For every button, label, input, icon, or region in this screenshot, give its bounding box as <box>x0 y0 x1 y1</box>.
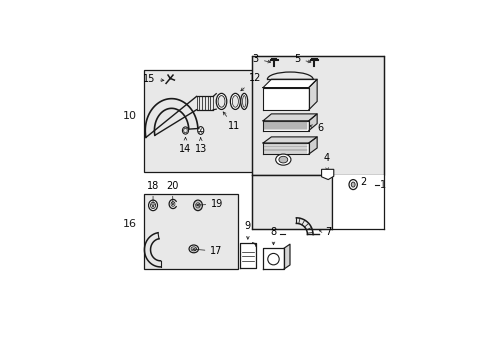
Ellipse shape <box>240 93 247 109</box>
Text: 16: 16 <box>122 219 137 229</box>
Ellipse shape <box>193 200 202 211</box>
Ellipse shape <box>232 96 238 107</box>
Text: 10: 10 <box>122 111 137 121</box>
Polygon shape <box>263 121 308 131</box>
Polygon shape <box>308 114 317 131</box>
Text: 1: 1 <box>379 180 385 190</box>
Text: 5: 5 <box>294 54 310 64</box>
Text: 4: 4 <box>323 153 329 171</box>
Ellipse shape <box>278 156 287 163</box>
Ellipse shape <box>218 96 224 107</box>
Ellipse shape <box>242 96 245 107</box>
Text: 9: 9 <box>244 221 250 239</box>
Polygon shape <box>263 79 317 87</box>
Text: 19: 19 <box>196 199 223 209</box>
Ellipse shape <box>148 200 157 211</box>
Bar <box>251 56 383 175</box>
Ellipse shape <box>275 154 290 165</box>
Text: 18: 18 <box>146 181 159 207</box>
Polygon shape <box>263 87 308 110</box>
Ellipse shape <box>230 93 240 109</box>
Polygon shape <box>263 137 317 143</box>
Text: 12: 12 <box>241 73 261 91</box>
Polygon shape <box>263 143 308 154</box>
Text: 6: 6 <box>309 123 323 133</box>
Ellipse shape <box>183 128 187 133</box>
Polygon shape <box>308 79 317 110</box>
Text: 15: 15 <box>142 74 163 84</box>
Text: 7: 7 <box>319 227 331 237</box>
Text: 17: 17 <box>192 246 223 256</box>
Bar <box>143 69 261 172</box>
Ellipse shape <box>189 245 198 253</box>
Polygon shape <box>263 248 284 269</box>
Ellipse shape <box>350 182 354 187</box>
Bar <box>251 175 332 229</box>
Bar <box>143 194 238 269</box>
Ellipse shape <box>191 247 196 251</box>
Text: 11: 11 <box>223 112 240 131</box>
Text: 14: 14 <box>179 138 191 154</box>
Ellipse shape <box>171 202 175 206</box>
Polygon shape <box>239 243 256 268</box>
Text: 2: 2 <box>352 177 366 187</box>
Ellipse shape <box>195 203 200 208</box>
Text: 8: 8 <box>270 227 276 245</box>
Ellipse shape <box>216 93 226 109</box>
Text: 20: 20 <box>166 181 178 205</box>
Text: 3: 3 <box>252 54 270 64</box>
Ellipse shape <box>182 127 188 134</box>
Polygon shape <box>308 137 317 154</box>
Ellipse shape <box>150 202 155 208</box>
Text: 13: 13 <box>194 138 206 154</box>
Ellipse shape <box>197 127 203 134</box>
Bar <box>332 175 383 229</box>
Ellipse shape <box>348 180 357 190</box>
Polygon shape <box>263 114 317 121</box>
Polygon shape <box>284 244 289 269</box>
Ellipse shape <box>267 253 279 265</box>
Polygon shape <box>321 169 333 180</box>
